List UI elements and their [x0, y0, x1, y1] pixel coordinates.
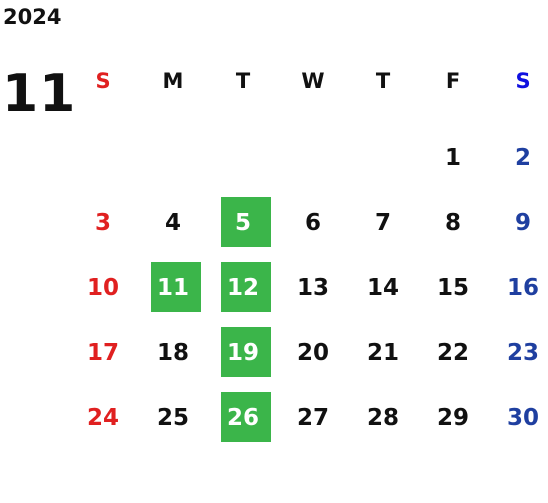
day-cell: 10: [68, 255, 138, 320]
day-cell: 23: [488, 320, 548, 385]
day-cell: 14: [348, 255, 418, 320]
year-label: 2024: [3, 5, 62, 29]
day-number: 23: [506, 339, 539, 366]
day-cell: [348, 125, 418, 190]
day-number: 10: [86, 274, 119, 301]
weekday-header-wednesday: W: [301, 69, 325, 93]
day-number: 12: [226, 274, 259, 301]
day-cell: [138, 125, 208, 190]
day-number: 21: [366, 339, 399, 366]
day-number: 7: [374, 209, 391, 236]
week-row-5: 24 25 26 27 28 29 30: [68, 385, 548, 450]
month-label: 11: [2, 64, 77, 124]
day-cell: 17: [68, 320, 138, 385]
day-number: 30: [506, 404, 539, 431]
day-cell: [208, 125, 278, 190]
day-cell-highlighted: 11: [138, 255, 208, 320]
day-number: 28: [366, 404, 399, 431]
day-number: 14: [366, 274, 399, 301]
day-cell: 13: [278, 255, 348, 320]
day-cell: 20: [278, 320, 348, 385]
day-cell: 6: [278, 190, 348, 255]
day-cell: 2: [488, 125, 548, 190]
day-number: 16: [506, 274, 539, 301]
day-number: 27: [296, 404, 329, 431]
day-cell: 30: [488, 385, 548, 450]
day-cell: 29: [418, 385, 488, 450]
day-number: 19: [226, 339, 259, 366]
weekday-header-row: S M T W T F S: [68, 55, 548, 107]
day-number: 13: [296, 274, 329, 301]
day-number: 29: [436, 404, 469, 431]
week-row-2: 3 4 5 6 7 8 9: [68, 190, 548, 255]
weekday-header-tuesday: T: [235, 69, 251, 93]
day-number: 20: [296, 339, 329, 366]
day-cell: 7: [348, 190, 418, 255]
day-number: 22: [436, 339, 469, 366]
day-number: 25: [156, 404, 189, 431]
day-cell-highlighted: 19: [208, 320, 278, 385]
day-cell: 27: [278, 385, 348, 450]
weekday-header-monday: M: [162, 69, 184, 93]
week-row-3: 10 11 12 13 14 15 16: [68, 255, 548, 320]
weekday-header-friday: F: [445, 69, 461, 93]
day-cell: 21: [348, 320, 418, 385]
day-number: 4: [164, 209, 181, 236]
day-cell-highlighted: 5: [208, 190, 278, 255]
day-number: 24: [86, 404, 119, 431]
day-cell: 8: [418, 190, 488, 255]
day-number: 26: [226, 404, 259, 431]
day-cell: 15: [418, 255, 488, 320]
day-cell: 18: [138, 320, 208, 385]
day-number: 9: [514, 209, 531, 236]
day-number: 3: [94, 209, 111, 236]
day-cell: 28: [348, 385, 418, 450]
day-number: 17: [86, 339, 119, 366]
weekday-header-sunday: S: [95, 69, 111, 93]
day-cell: 3: [68, 190, 138, 255]
day-number: 5: [234, 209, 251, 236]
day-number: 15: [436, 274, 469, 301]
weekday-header-saturday: S: [515, 69, 531, 93]
day-cell: 25: [138, 385, 208, 450]
day-cell: [278, 125, 348, 190]
day-number: 6: [304, 209, 321, 236]
week-row-1: 1 2: [68, 125, 548, 190]
calendar-grid: S M T W T F S 1 2 3 4 5 6 7 8 9 10 11 12…: [68, 55, 548, 450]
day-number: 8: [444, 209, 461, 236]
day-cell: 1: [418, 125, 488, 190]
day-cell: 22: [418, 320, 488, 385]
week-row-4: 17 18 19 20 21 22 23: [68, 320, 548, 385]
day-number: 1: [444, 144, 461, 171]
day-number: 18: [156, 339, 189, 366]
day-number: 11: [156, 274, 189, 301]
day-number: 2: [514, 144, 531, 171]
day-cell-highlighted: 26: [208, 385, 278, 450]
day-cell: [68, 125, 138, 190]
day-cell: 9: [488, 190, 548, 255]
day-cell-highlighted: 12: [208, 255, 278, 320]
day-cell: 16: [488, 255, 548, 320]
day-cell: 4: [138, 190, 208, 255]
day-cell: 24: [68, 385, 138, 450]
weekday-header-thursday: T: [375, 69, 391, 93]
